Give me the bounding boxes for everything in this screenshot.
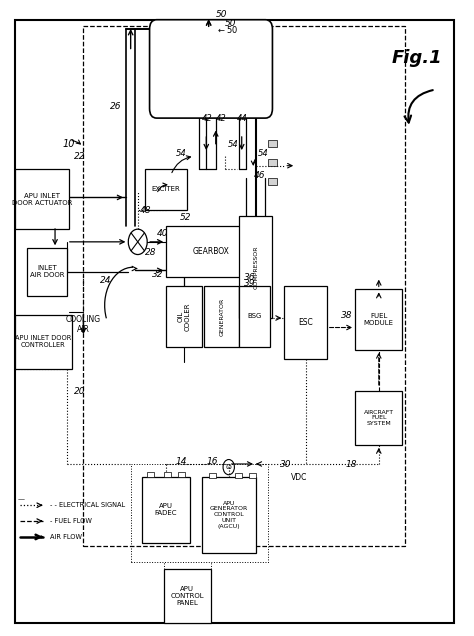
Text: COOLING
AIR: COOLING AIR — [66, 315, 101, 334]
Bar — [204, 286, 239, 347]
Text: 38: 38 — [341, 311, 353, 320]
Text: APU
GENERATOR
CONTROL
UNIT
(AGCU): APU GENERATOR CONTROL UNIT (AGCU) — [210, 501, 248, 529]
Text: 30: 30 — [280, 460, 291, 469]
Text: - - ELECTRICAL SIGNAL: - - ELECTRICAL SIGNAL — [50, 502, 126, 508]
Text: 50: 50 — [225, 19, 237, 28]
Text: 26: 26 — [109, 102, 121, 111]
Text: AIR FLOW: AIR FLOW — [50, 534, 82, 540]
Bar — [166, 286, 201, 347]
Text: 39: 39 — [244, 279, 255, 288]
Text: 20: 20 — [74, 387, 85, 396]
Text: GENERATOR: GENERATOR — [219, 297, 224, 336]
Text: 48: 48 — [140, 206, 152, 216]
Text: BSG: BSG — [247, 314, 262, 319]
Text: COMPRESSOR: COMPRESSOR — [254, 245, 258, 289]
Text: 40: 40 — [156, 228, 168, 237]
FancyBboxPatch shape — [150, 20, 273, 118]
Bar — [239, 216, 273, 318]
Text: —: — — [17, 496, 24, 502]
Text: VDC: VDC — [292, 473, 308, 482]
Bar — [164, 471, 171, 476]
Bar — [268, 141, 277, 147]
Text: 42: 42 — [216, 114, 227, 123]
Bar — [235, 473, 242, 478]
Bar — [249, 473, 256, 478]
Bar — [27, 248, 67, 296]
Bar — [164, 569, 211, 623]
Text: 42: 42 — [201, 114, 212, 123]
Text: Fig.1: Fig.1 — [391, 49, 442, 67]
Bar — [268, 160, 277, 166]
Bar — [143, 476, 190, 543]
Bar — [355, 391, 402, 445]
Text: 18: 18 — [346, 460, 357, 469]
Text: - FUEL FLOW: - FUEL FLOW — [50, 518, 92, 524]
Bar — [268, 178, 277, 184]
Text: EXCITER: EXCITER — [152, 186, 181, 193]
Text: INLET
AIR DOOR: INLET AIR DOOR — [29, 265, 64, 279]
Text: 32: 32 — [152, 270, 164, 279]
Text: 28: 28 — [145, 247, 156, 256]
Bar — [201, 476, 256, 553]
Text: 54: 54 — [175, 149, 186, 158]
Text: 54: 54 — [228, 140, 238, 149]
Text: 14: 14 — [175, 457, 187, 466]
Text: 36: 36 — [244, 273, 255, 282]
Text: 46: 46 — [254, 171, 265, 181]
Text: 16: 16 — [206, 457, 218, 466]
Bar — [131, 464, 268, 562]
Text: ω: ω — [226, 464, 232, 470]
Text: 10: 10 — [62, 139, 74, 149]
Text: 54: 54 — [258, 149, 269, 158]
Bar — [355, 289, 402, 350]
Text: 44: 44 — [237, 114, 248, 123]
Text: APU INLET
DOOR ACTUATOR: APU INLET DOOR ACTUATOR — [12, 193, 72, 205]
Text: GEARBOX: GEARBOX — [192, 247, 229, 256]
Text: AIRCRAFT
FUEL
SYSTEM: AIRCRAFT FUEL SYSTEM — [364, 410, 394, 426]
Bar — [178, 471, 185, 476]
Text: 50: 50 — [216, 10, 227, 18]
Text: APU INLET DOOR
CONTROLLER: APU INLET DOOR CONTROLLER — [15, 335, 72, 349]
Text: FUEL
MODULE: FUEL MODULE — [364, 313, 394, 326]
Bar — [15, 315, 72, 369]
Text: 52: 52 — [180, 212, 192, 221]
Text: APU
CONTROL
PANEL: APU CONTROL PANEL — [171, 586, 204, 605]
Bar — [15, 169, 69, 229]
Bar — [239, 286, 270, 347]
Bar — [284, 286, 327, 359]
Text: $\leftarrow$50: $\leftarrow$50 — [216, 24, 238, 35]
Text: APU
FADEC: APU FADEC — [155, 504, 177, 516]
Bar — [209, 473, 216, 478]
Text: 24: 24 — [100, 276, 111, 285]
Text: OIL
COOLER: OIL COOLER — [177, 302, 191, 331]
Text: ESC: ESC — [298, 318, 313, 328]
Bar — [83, 26, 405, 546]
Text: 22: 22 — [74, 153, 85, 162]
Bar — [166, 226, 256, 277]
Bar — [145, 169, 187, 210]
Bar — [147, 471, 155, 476]
